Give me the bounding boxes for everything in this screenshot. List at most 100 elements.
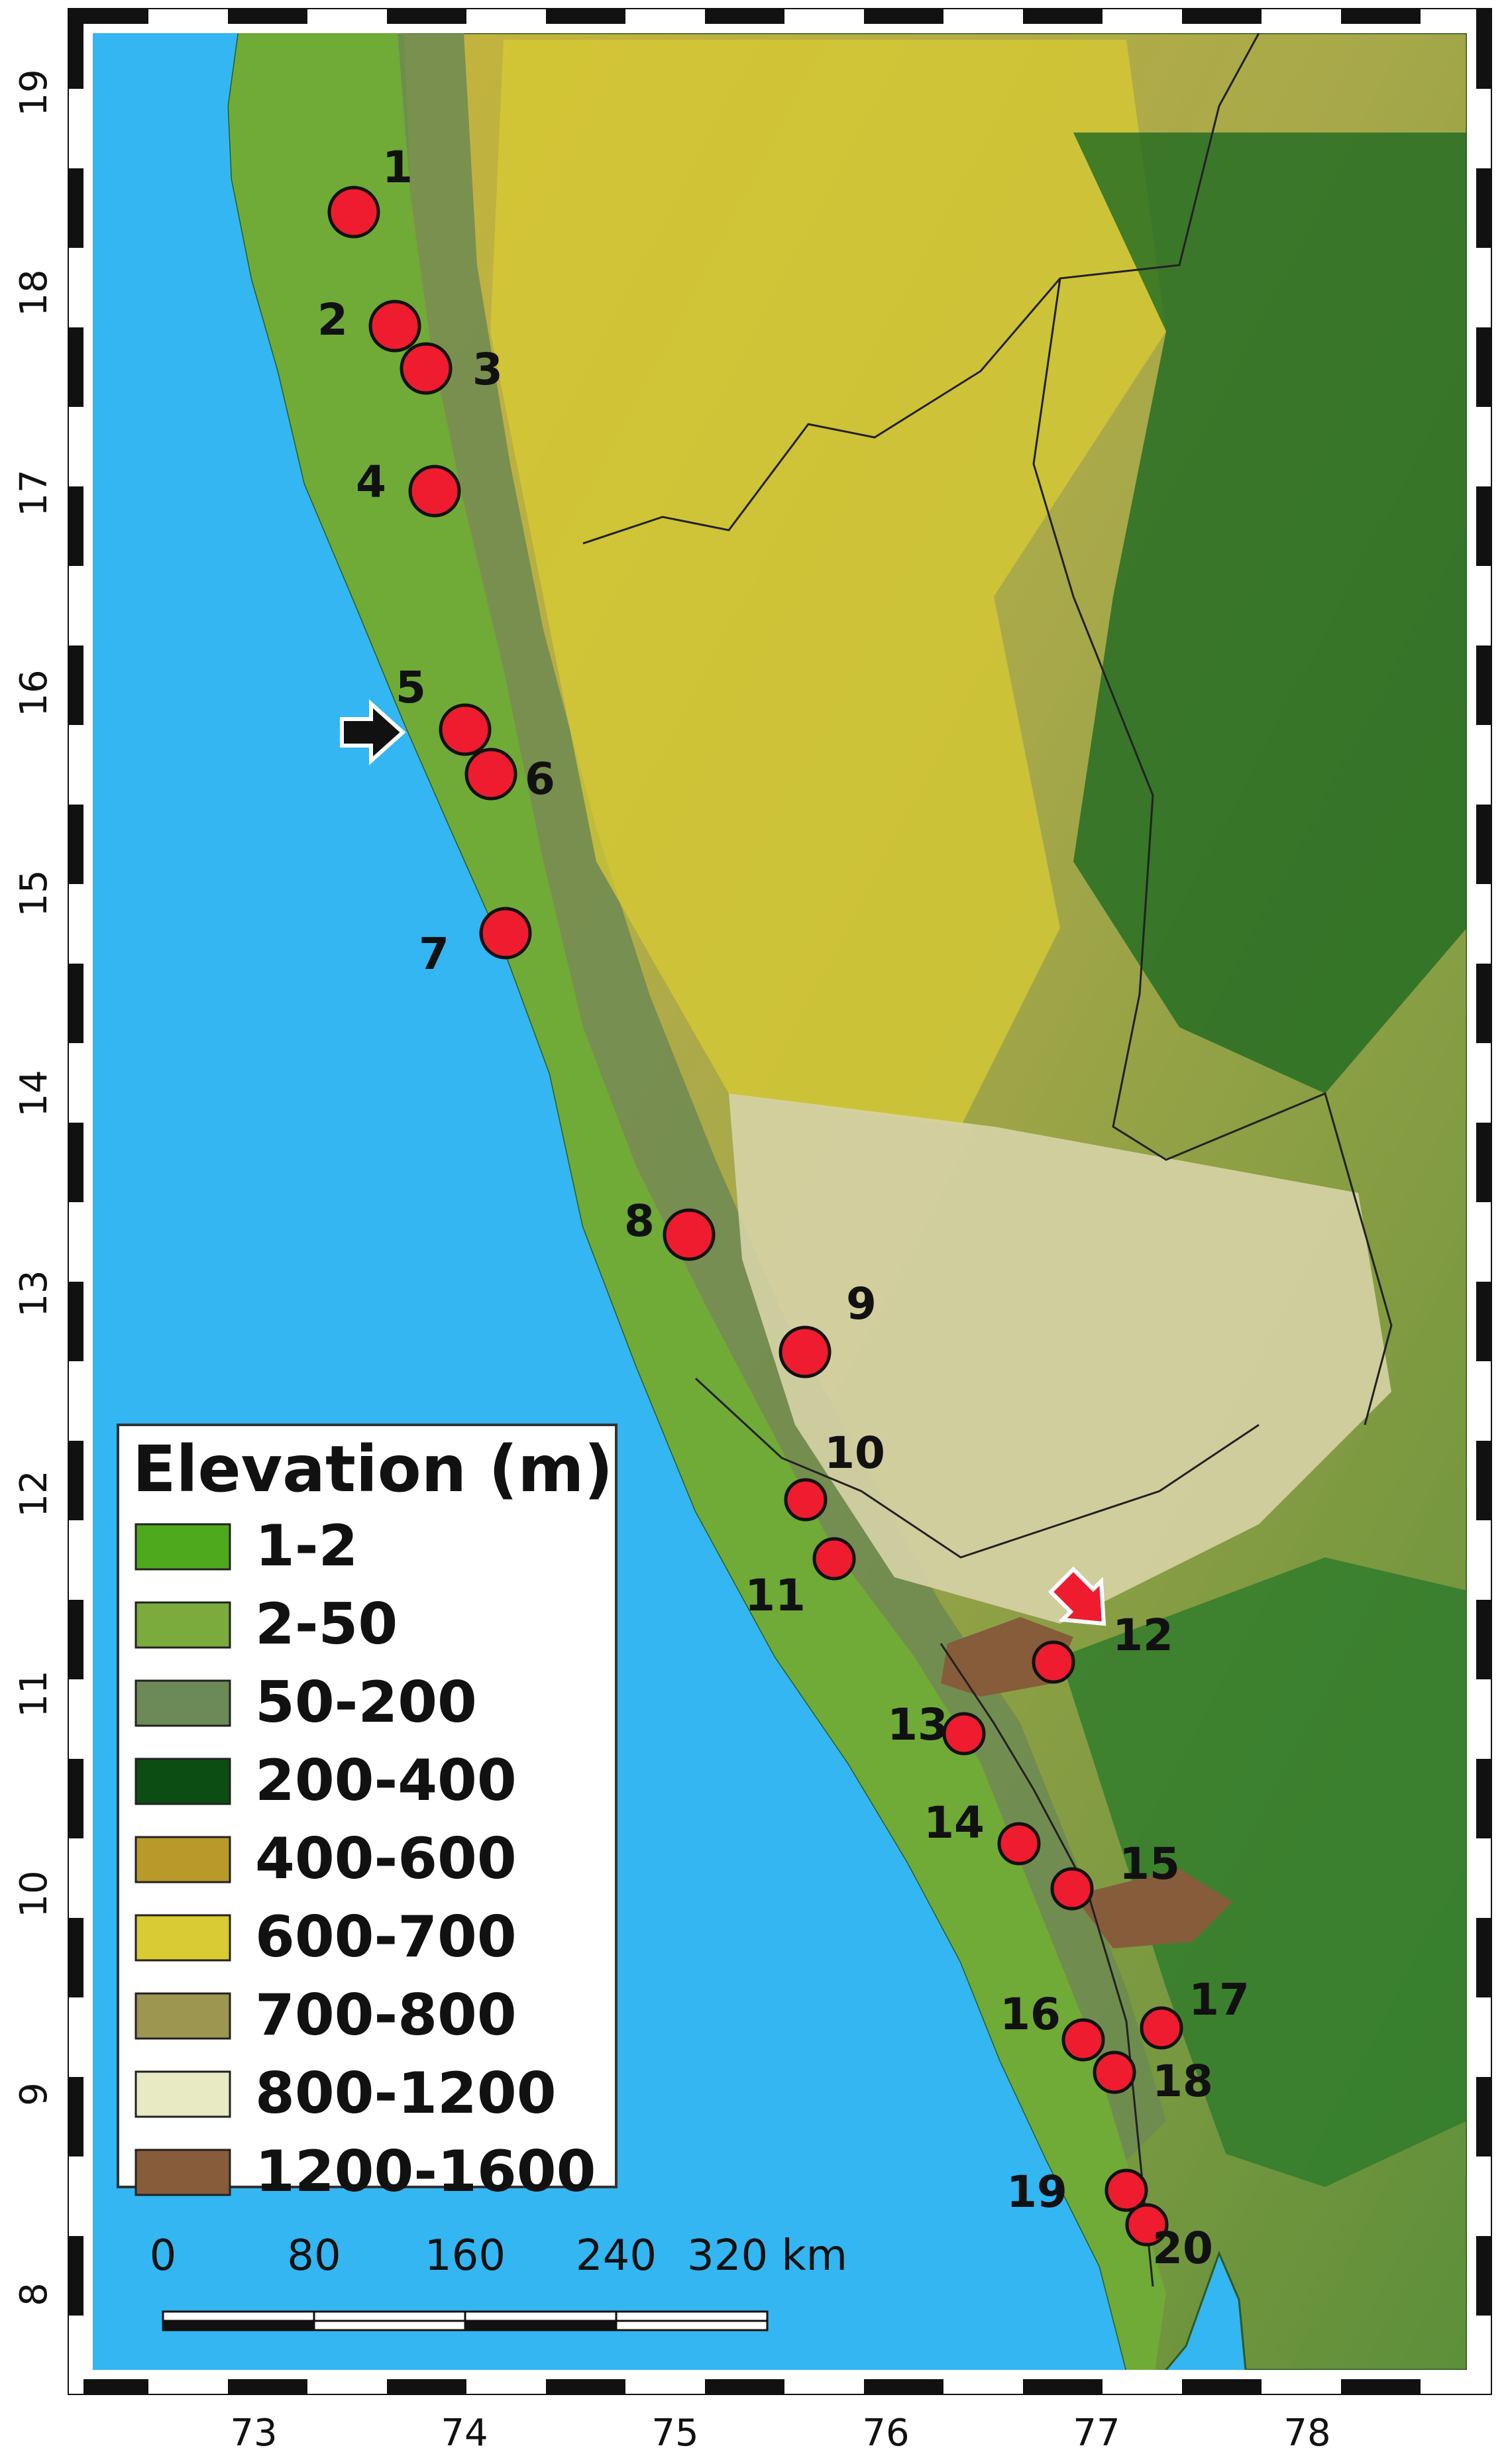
scale-bar-label: 240	[576, 2231, 657, 2280]
frame-segment	[943, 9, 1023, 24]
frame-segment	[1476, 645, 1491, 725]
hill-slopes	[398, 33, 1166, 2160]
latitude-tick-label: 17	[13, 469, 56, 516]
frame-segment	[69, 1520, 83, 1600]
site-10-label: 10	[824, 1428, 885, 1479]
frame-segment	[69, 407, 83, 486]
latitude-tick-label: 9	[13, 2082, 56, 2106]
frame-segment	[1476, 407, 1491, 486]
frame-segment	[1421, 9, 1491, 24]
site-12-marker	[1032, 1640, 1075, 1684]
frame-segment	[546, 2379, 625, 2394]
frame-segment	[148, 2379, 228, 2394]
latitude-axis: 19 18 17 16 15 14 13 12 11 10 9 8	[13, 69, 56, 2306]
site-6-label: 6	[525, 754, 555, 805]
frame-segment	[466, 2379, 546, 2394]
frame-segment	[1476, 248, 1491, 327]
highland-pale	[729, 1093, 1391, 1624]
frame-segment	[1476, 1997, 1491, 2077]
legend-swatch	[134, 2149, 231, 2196]
latitude-tick-label: 13	[13, 1270, 56, 1317]
state-boundaries	[582, 33, 1393, 2287]
frame-segment	[1476, 566, 1491, 645]
site-7-label: 7	[419, 928, 449, 980]
frame-segment	[1476, 327, 1491, 407]
frame-segment	[69, 1679, 83, 1759]
site-18-marker	[1093, 2050, 1136, 2094]
black-arrow-site-5	[340, 699, 406, 765]
legend-item-label: 1200-1600	[255, 2139, 596, 2205]
longitude-tick-label: 73	[230, 2412, 277, 2455]
legend-swatch	[134, 1992, 231, 2040]
frame-segment	[1341, 2379, 1421, 2394]
site-11-marker	[812, 1537, 856, 1581]
scale-bar-segment	[615, 2310, 769, 2322]
scale-bar-labels: 0 80 160 240 320 km	[150, 2231, 847, 2280]
site-9-label: 9	[846, 1278, 877, 1329]
coastal-lowland	[229, 33, 1166, 2370]
latitude-tick-label: 10	[13, 1870, 56, 1917]
frame-segment	[69, 2077, 83, 2156]
latitude-tick-label: 16	[13, 669, 56, 716]
frame-segment	[1476, 2156, 1491, 2236]
longitude-tick-label: 75	[651, 2412, 698, 2455]
frame-segment	[69, 1918, 83, 1997]
frame-segment	[69, 884, 83, 964]
scale-bar-label: 80	[287, 2231, 341, 2280]
frame-segment	[784, 9, 864, 24]
frame-segment	[546, 9, 625, 24]
scale-bar-segment	[313, 2320, 466, 2331]
legend-swatch	[134, 2070, 231, 2118]
frame-segment	[1476, 2316, 1491, 2394]
frame-segment	[228, 9, 307, 24]
frame-segment	[1341, 9, 1421, 24]
frame-segment	[1476, 1043, 1491, 1123]
site-9-marker	[779, 1325, 832, 1378]
site-4-label: 4	[356, 457, 386, 508]
site-20-marker	[1125, 2203, 1169, 2247]
latitude-tick-label: 8	[13, 2282, 56, 2306]
frame-segment	[69, 2156, 83, 2236]
site-19-label: 19	[1006, 2166, 1067, 2217]
frame-segment	[1182, 2379, 1262, 2394]
frame-segment	[69, 327, 83, 407]
site-2-label: 2	[317, 294, 348, 345]
legend-items: 1-2 2-50 50-200 200-400 400-600 600-700 700-80…	[134, 1513, 596, 2205]
frame-segment	[1476, 805, 1491, 884]
legend-item-label: 700-800	[255, 1982, 517, 2048]
frame-segment	[69, 1123, 83, 1202]
red-arrow-site-12	[1048, 1566, 1106, 1626]
frame-segment	[1023, 2379, 1103, 2394]
frame-segment	[1476, 486, 1491, 566]
frame-segment	[1023, 9, 1103, 24]
scale-bar-label: 0	[150, 2231, 177, 2280]
frame-segment	[1476, 2077, 1491, 2156]
site-8-label: 8	[624, 1196, 655, 1247]
frame-segment	[228, 2379, 307, 2394]
site-7-marker	[479, 907, 532, 960]
site-5-label: 5	[396, 662, 426, 713]
legend-swatch	[134, 1601, 231, 1649]
frame-segment	[69, 2316, 83, 2394]
frame-segment	[69, 1282, 83, 1361]
site-2-marker	[368, 300, 421, 353]
frame-segment	[625, 9, 705, 24]
frame-segment	[1182, 9, 1262, 24]
frame-segment	[69, 964, 83, 1043]
site-18-label: 18	[1152, 2056, 1213, 2107]
legend-item-label: 800-1200	[255, 2060, 557, 2127]
legend-item-label: 1-2	[255, 1513, 358, 1579]
site-12-label: 12	[1112, 1610, 1173, 1661]
scale-bar-segment	[162, 2310, 315, 2322]
frame-segment	[1476, 1282, 1491, 1361]
frame-segment	[1476, 1679, 1491, 1759]
frame-segment	[148, 9, 228, 24]
frame-segment	[1476, 964, 1491, 1043]
frame-segment	[69, 1759, 83, 1838]
site-13-label: 13	[887, 1699, 948, 1750]
frame-segment	[943, 2379, 1023, 2394]
frame-segment	[1421, 2379, 1491, 2394]
legend-item-label: 600-700	[255, 1904, 517, 1970]
frame-segment	[1476, 168, 1491, 248]
